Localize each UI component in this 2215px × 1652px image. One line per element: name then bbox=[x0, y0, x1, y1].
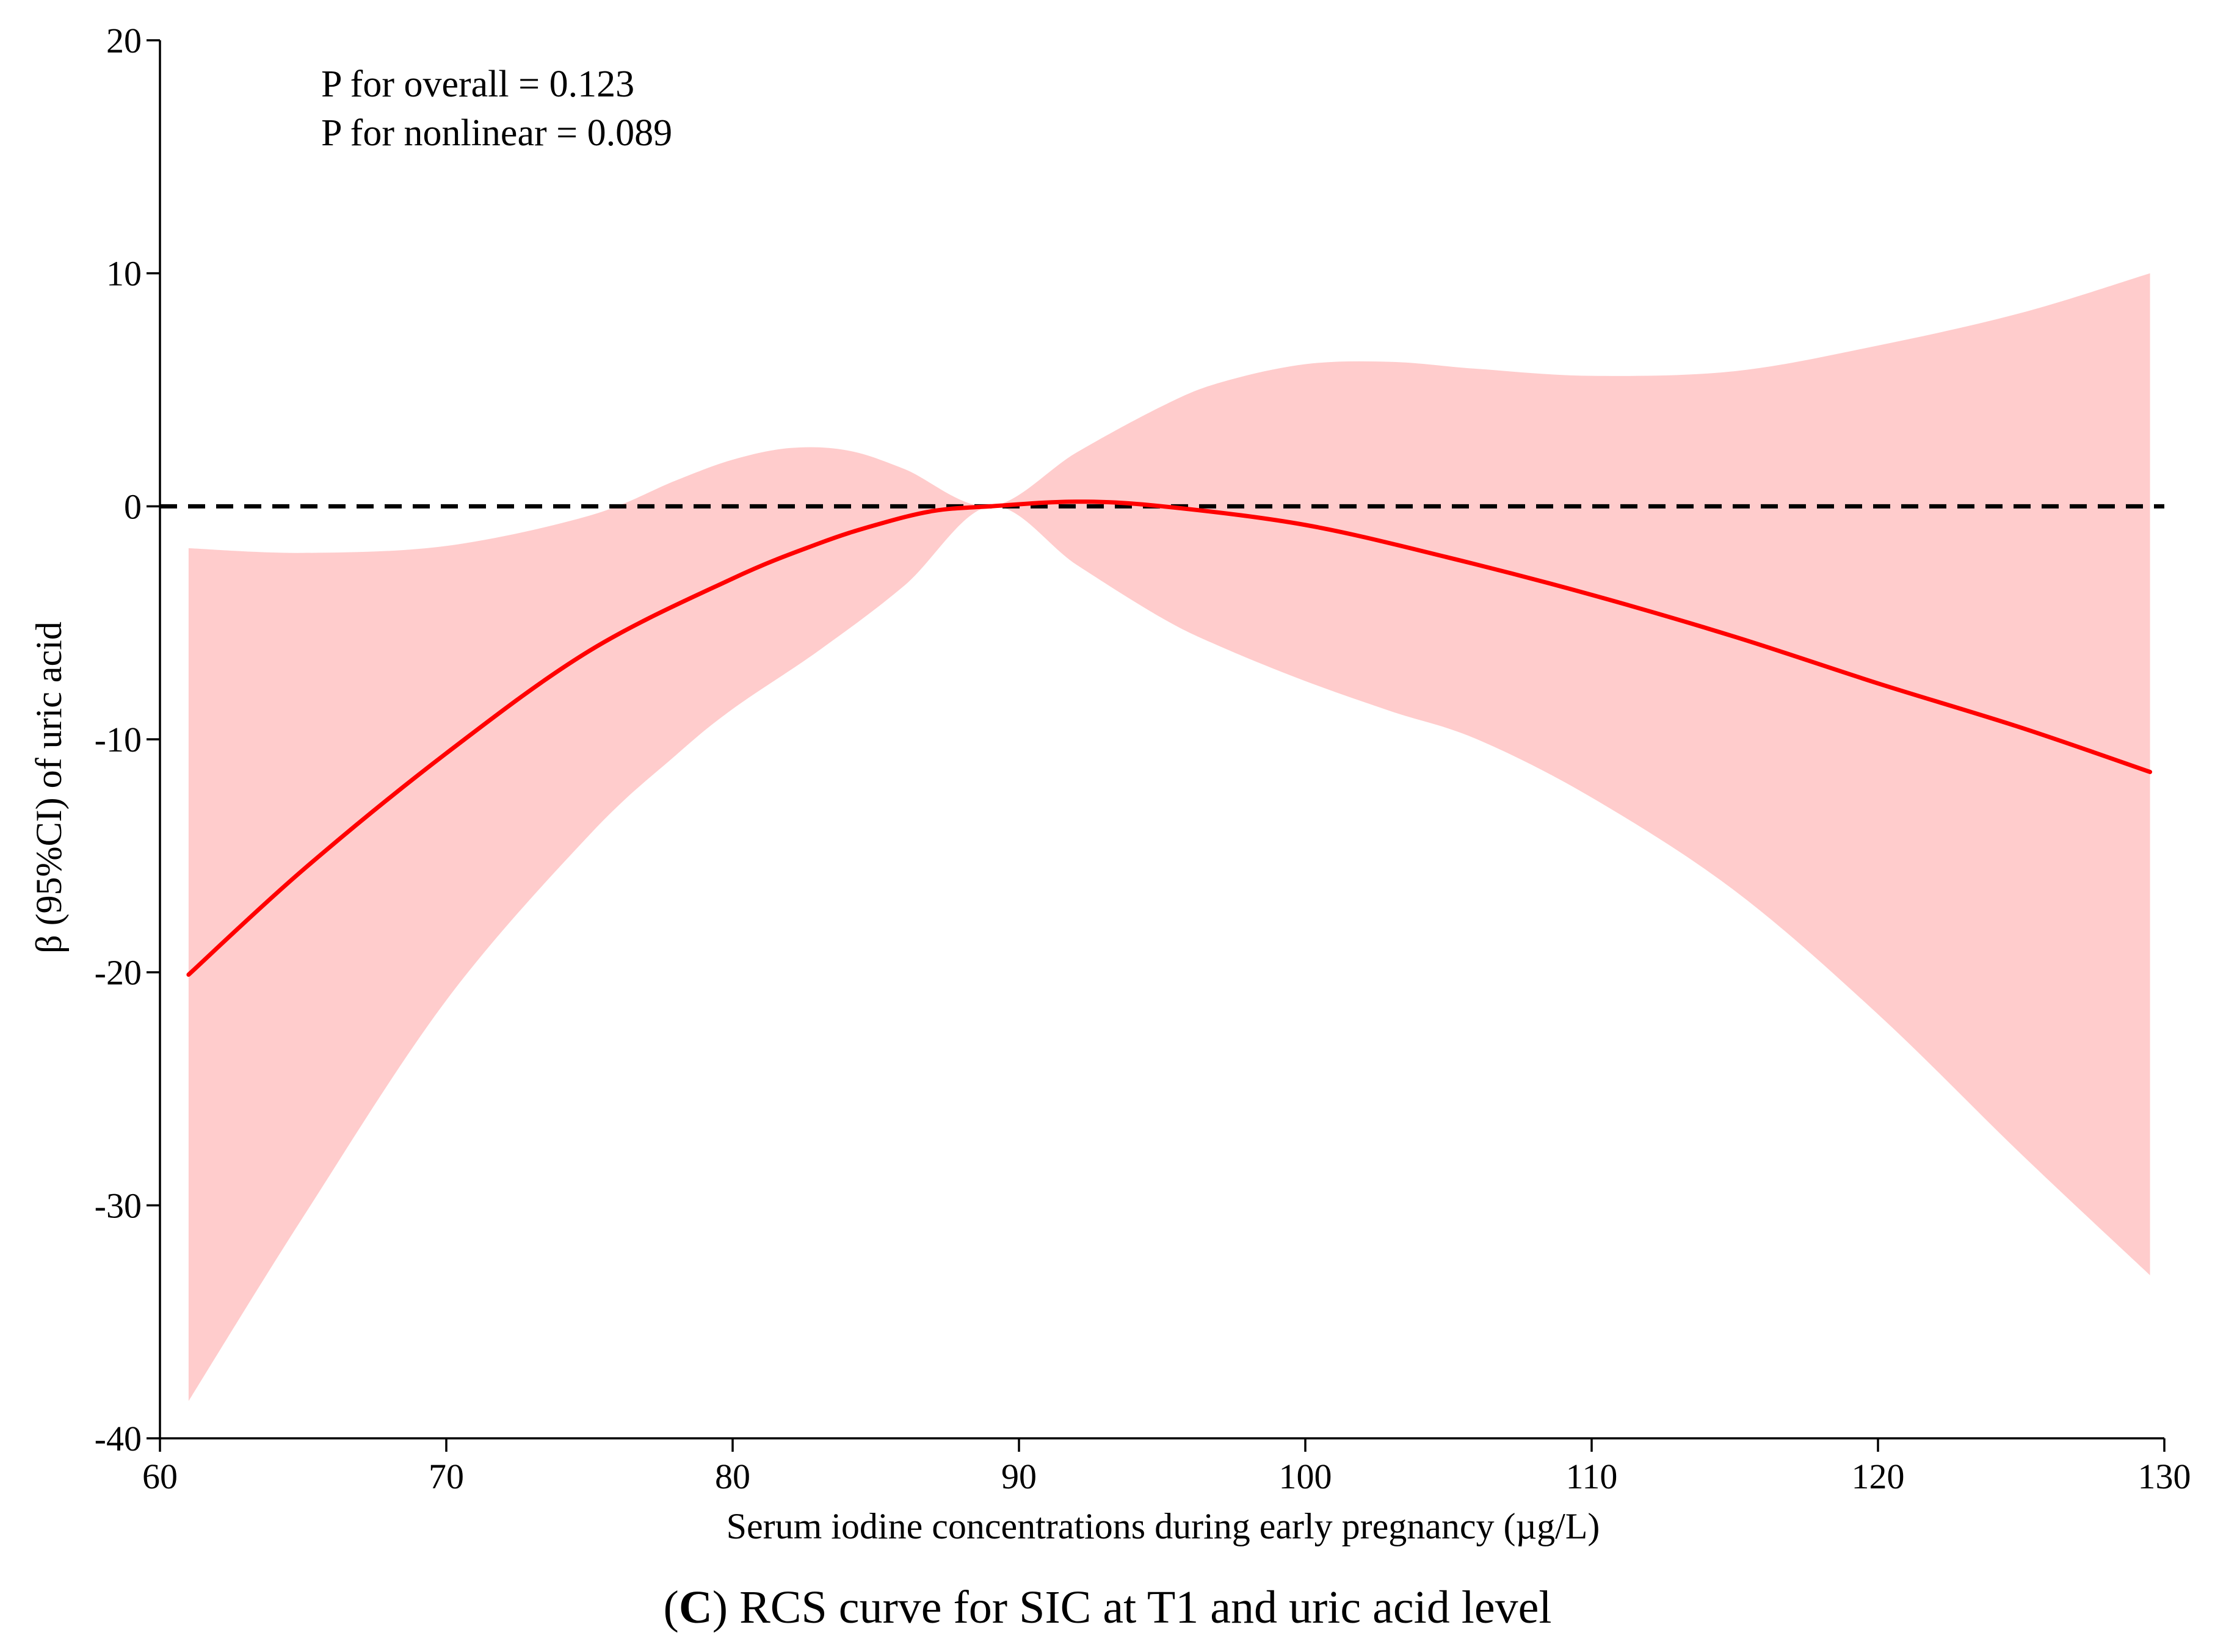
figure-caption: (C) RCS curve for SIC at T1 and uric aci… bbox=[663, 1582, 1552, 1633]
estimate-line bbox=[186, 499, 2153, 977]
p-nonlinear-annotation: P for nonlinear = 0.089 bbox=[321, 112, 672, 154]
y-tick-label: -20 bbox=[95, 953, 142, 993]
x-tick-label: 120 bbox=[1852, 1457, 1905, 1496]
x-axis-title: Serum iodine concentrations during early… bbox=[727, 1506, 1600, 1546]
confidence-band-layer bbox=[188, 273, 2150, 1401]
y-axis-title: β (95%CI) of uric acid bbox=[29, 621, 69, 954]
estimate-line-layer bbox=[186, 499, 2153, 977]
y-tick-label: -10 bbox=[95, 720, 142, 759]
y-tick-label: 10 bbox=[106, 254, 142, 294]
x-tick-label: 80 bbox=[715, 1457, 750, 1496]
x-tick-label: 70 bbox=[429, 1457, 464, 1496]
y-tick-label: -30 bbox=[95, 1186, 142, 1225]
y-tick-label: 20 bbox=[106, 21, 142, 60]
y-tick-label: 0 bbox=[124, 487, 142, 526]
caption-text: RCS curve for SIC at T1 and uric acid le… bbox=[739, 1582, 1552, 1633]
caption-label: C bbox=[678, 1582, 712, 1633]
x-tick-label: 90 bbox=[1001, 1457, 1037, 1496]
p-overall-annotation: P for overall = 0.123 bbox=[321, 63, 634, 105]
x-tick-label: 60 bbox=[142, 1457, 178, 1496]
x-tick-label: 110 bbox=[1566, 1457, 1618, 1496]
y-tick-label: -40 bbox=[95, 1419, 142, 1458]
ticks-layer: 60 70 80 90 100 110 120 130 -40 -30 -20 -10 0 10 20 bbox=[95, 21, 2191, 1496]
x-tick-label: 100 bbox=[1279, 1457, 1332, 1496]
confidence-band bbox=[188, 273, 2150, 1401]
x-tick-label: 130 bbox=[2138, 1457, 2191, 1496]
